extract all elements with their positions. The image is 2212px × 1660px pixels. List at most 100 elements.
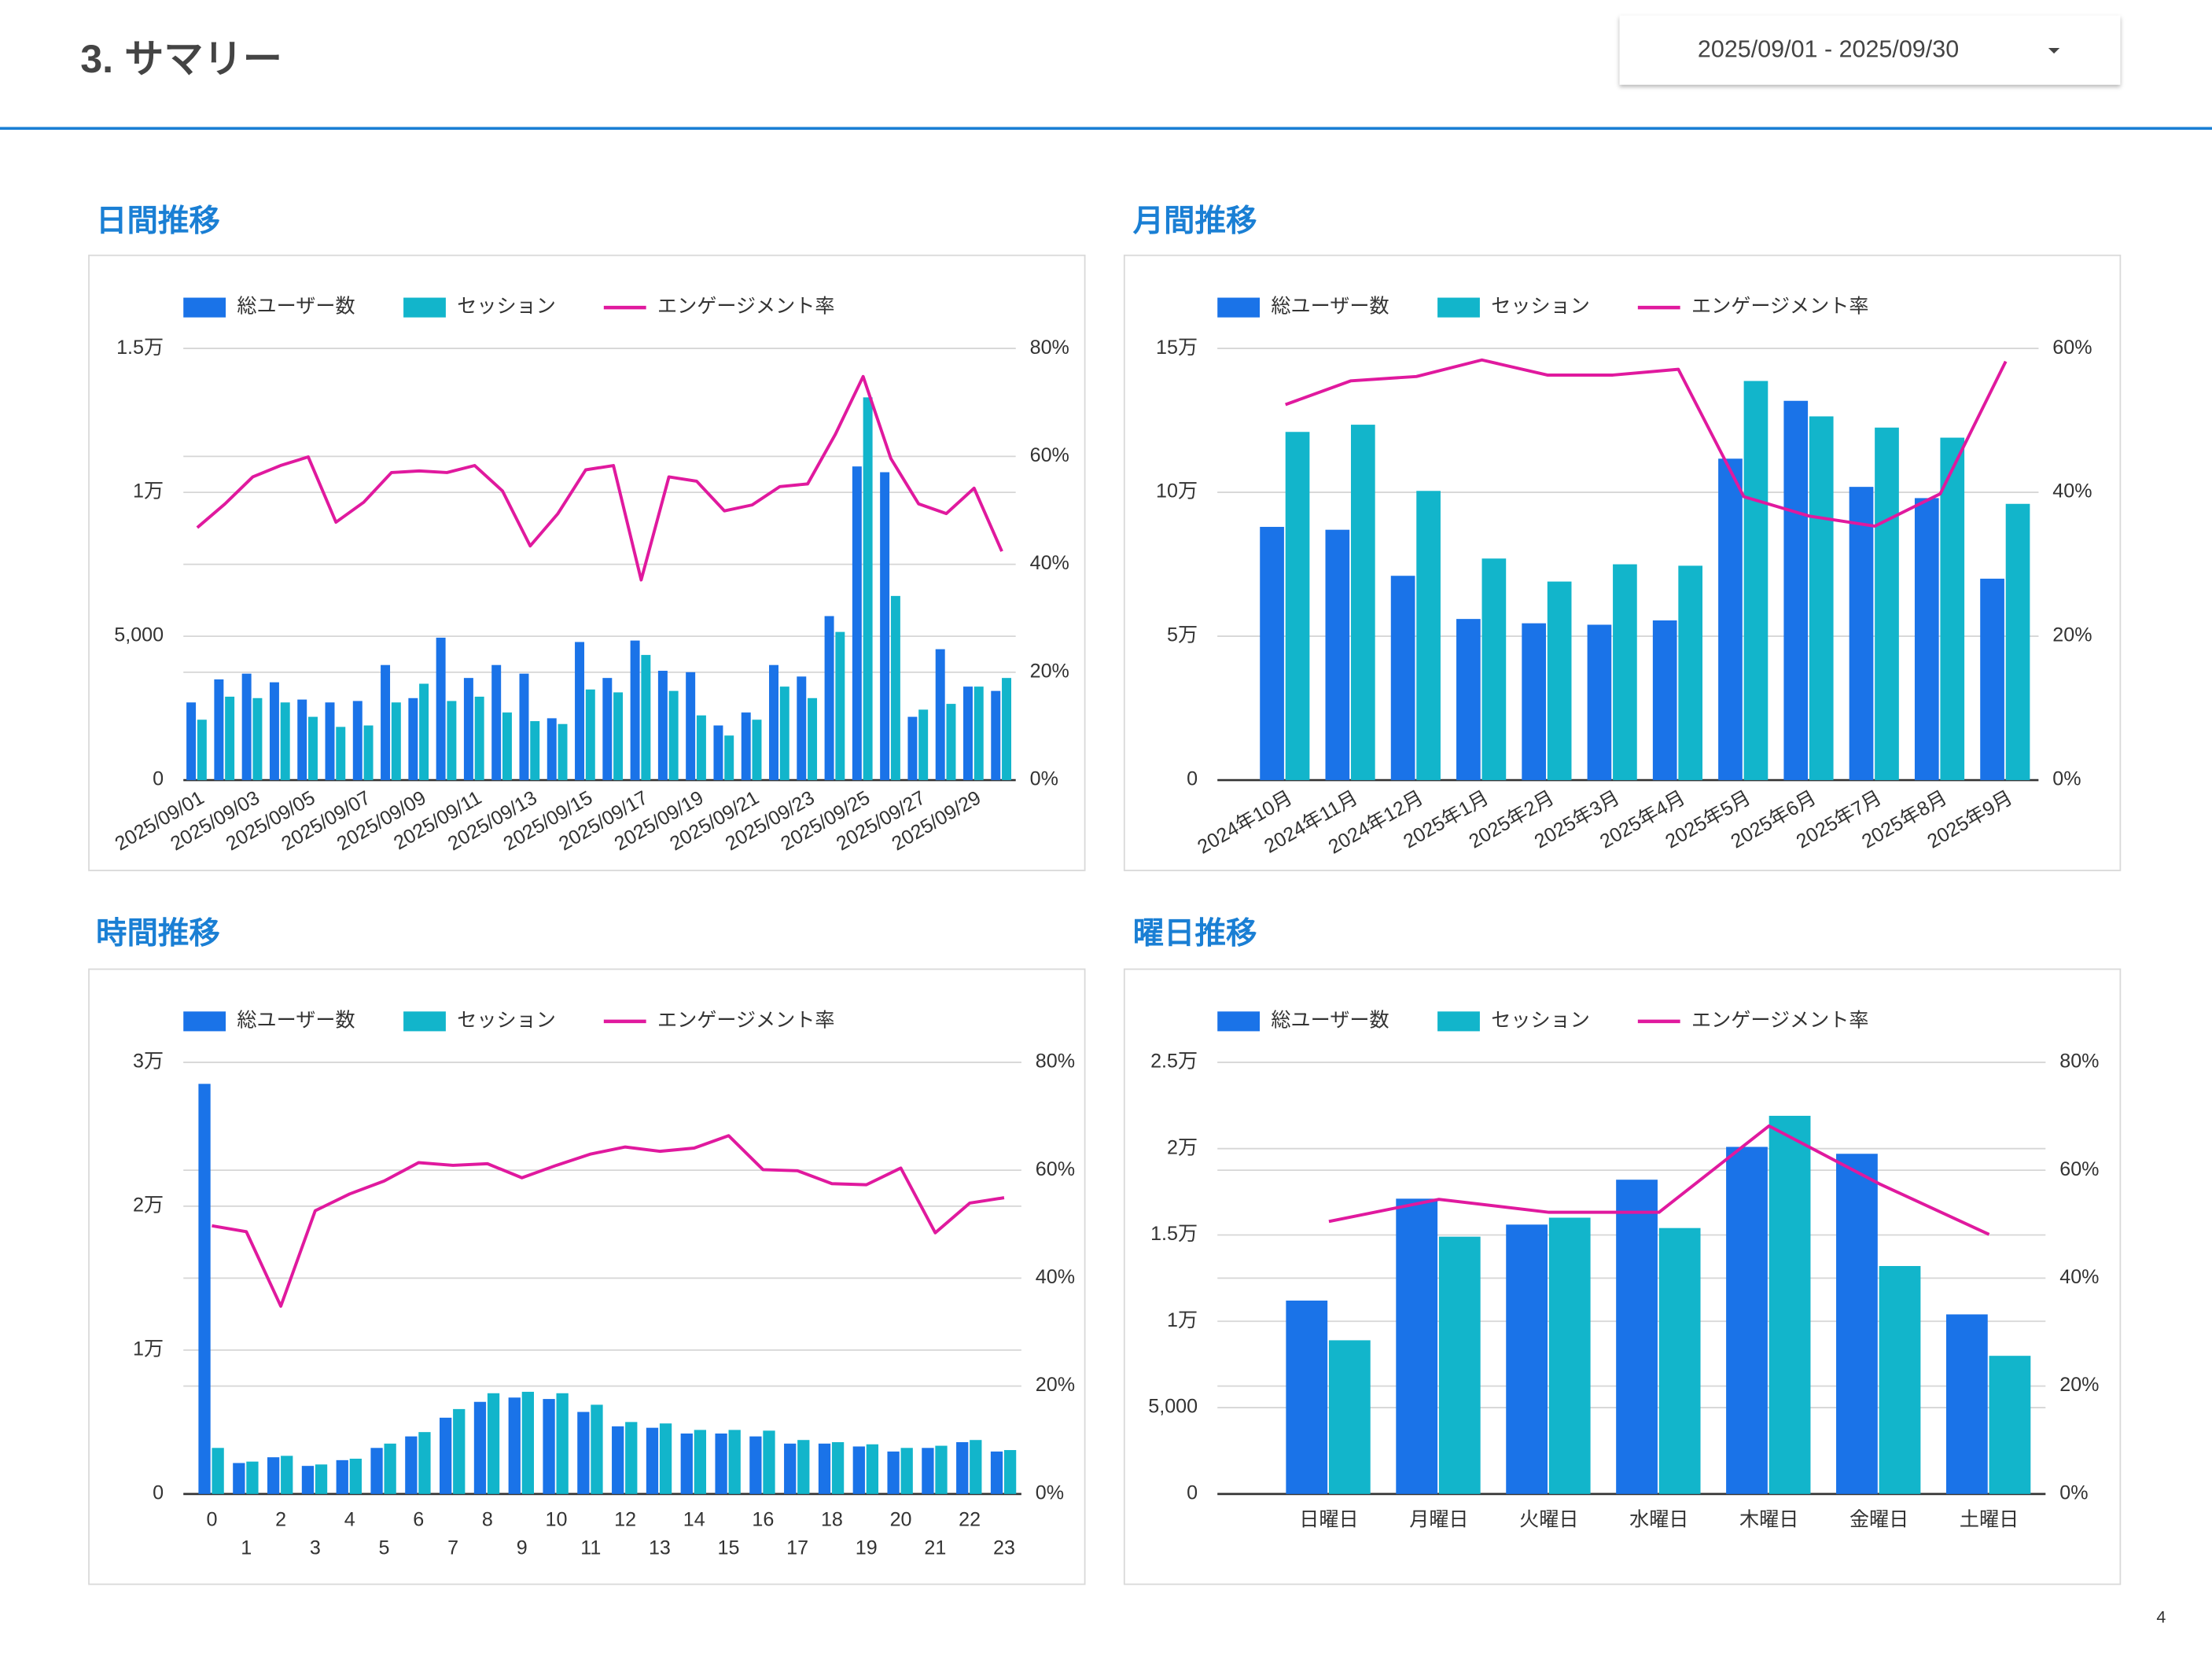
bar xyxy=(214,679,224,781)
x-tick-label: 9 xyxy=(517,1537,528,1559)
x-tick-label: 23 xyxy=(993,1537,1015,1559)
x-tick-label: 水曜日 xyxy=(1629,1509,1688,1531)
legend-swatch xyxy=(1437,1011,1480,1032)
bar xyxy=(233,1463,245,1494)
y-tick-label: 2.5万 xyxy=(1150,1051,1198,1073)
chart-title: 時間推移 xyxy=(96,916,220,951)
bar xyxy=(487,1393,500,1494)
bar xyxy=(728,1430,741,1494)
y2-tick-label: 20% xyxy=(1030,660,1069,682)
bar xyxy=(749,1436,762,1494)
y-tick-label: 15万 xyxy=(1156,337,1198,359)
bar xyxy=(352,701,363,781)
bar xyxy=(556,1393,569,1494)
legend-swatch xyxy=(403,297,446,318)
y-tick-label: 10万 xyxy=(1156,480,1198,502)
bar xyxy=(198,1084,211,1494)
y2-tick-label: 60% xyxy=(1030,444,1069,466)
bar xyxy=(613,692,624,781)
y-tick-label: 5,000 xyxy=(1148,1396,1198,1418)
legend-label: エンゲージメント率 xyxy=(657,296,834,318)
bar xyxy=(391,702,401,781)
bar xyxy=(1390,576,1415,781)
bar xyxy=(1003,1450,1017,1494)
bar xyxy=(1416,491,1441,781)
bar xyxy=(280,702,290,781)
bar xyxy=(502,712,512,781)
bar xyxy=(246,1461,259,1494)
bar xyxy=(297,699,307,781)
date-range-picker[interactable]: 2025/09/01 - 2025/09/30 xyxy=(1619,15,2121,85)
legend-swatch xyxy=(1437,297,1480,318)
bar xyxy=(447,701,457,781)
bar xyxy=(591,1404,603,1494)
date-range[interactable]: 2025/09/01 - 2025/09/30 xyxy=(1698,36,1959,63)
dropdown-arrow[interactable] xyxy=(2048,47,2060,54)
bar xyxy=(575,642,585,781)
line xyxy=(196,374,1003,582)
x-tick-label: 金曜日 xyxy=(1849,1509,1908,1531)
x-tick-label: 14 xyxy=(683,1509,705,1531)
y2-tick-label: 20% xyxy=(2052,624,2092,646)
x-tick-label: 21 xyxy=(924,1537,946,1559)
bar xyxy=(370,1448,383,1494)
bar xyxy=(935,1445,948,1494)
date-picker-box[interactable] xyxy=(1619,15,2121,85)
bar xyxy=(315,1464,328,1494)
line xyxy=(212,1134,1005,1308)
y-tick-label: 1.5万 xyxy=(1150,1223,1198,1245)
bar xyxy=(543,1399,555,1494)
y-tick-label: 0 xyxy=(153,1481,164,1504)
bar xyxy=(1678,565,1703,781)
bar xyxy=(991,690,1001,781)
bar xyxy=(1522,623,1547,781)
header-rule xyxy=(0,127,2212,131)
bar xyxy=(630,640,640,781)
y2-tick-label: 20% xyxy=(1036,1374,1075,1396)
y-tick-label: 1.5万 xyxy=(116,337,164,359)
legend-swatch xyxy=(403,1011,446,1032)
legend-label: セッション xyxy=(1491,1009,1590,1031)
y2-tick-label: 60% xyxy=(2059,1158,2099,1180)
legend-label: 総ユーザー数 xyxy=(237,296,355,318)
y-tick-label: 1万 xyxy=(133,480,164,502)
bar xyxy=(1506,1224,1548,1494)
bar xyxy=(418,1432,431,1494)
y2-tick-label: 0% xyxy=(1030,768,1058,790)
bar xyxy=(186,702,197,781)
bar xyxy=(686,672,696,781)
x-tick-label: 6 xyxy=(413,1509,424,1531)
y-tick-label: 1万 xyxy=(133,1338,164,1360)
bar xyxy=(336,1459,348,1494)
bar xyxy=(922,1448,934,1494)
line xyxy=(1285,358,2008,528)
bar xyxy=(668,690,679,781)
bar xyxy=(741,712,751,781)
y2-tick-label: 20% xyxy=(2059,1374,2099,1396)
bar xyxy=(197,720,207,781)
x-tick-label: 17 xyxy=(786,1537,808,1559)
bar xyxy=(866,1444,879,1494)
x-tick-label: 3 xyxy=(310,1537,321,1559)
legend-label: 総ユーザー数 xyxy=(237,1009,355,1031)
bar xyxy=(252,697,263,781)
y2-tick-label: 40% xyxy=(1036,1266,1075,1288)
legend-label: 総ユーザー数 xyxy=(1271,296,1389,318)
bar xyxy=(349,1459,362,1494)
chart-title: 曜日推移 xyxy=(1133,916,1257,951)
page-number: 4 xyxy=(2156,1607,2166,1626)
page-title: 3. サマリー xyxy=(80,37,282,81)
bar xyxy=(763,1430,775,1494)
bar xyxy=(1989,1356,2031,1494)
bar xyxy=(281,1456,293,1494)
y-tick-label: 5,000 xyxy=(114,624,164,646)
x-tick-label: 13 xyxy=(649,1537,671,1559)
bar xyxy=(585,689,595,781)
bar xyxy=(1945,1314,1988,1494)
bar xyxy=(519,673,529,781)
bar xyxy=(907,716,918,781)
legend-label: セッション xyxy=(457,296,556,318)
bar xyxy=(1718,458,1743,781)
bar xyxy=(1456,619,1481,781)
bar xyxy=(530,721,540,781)
